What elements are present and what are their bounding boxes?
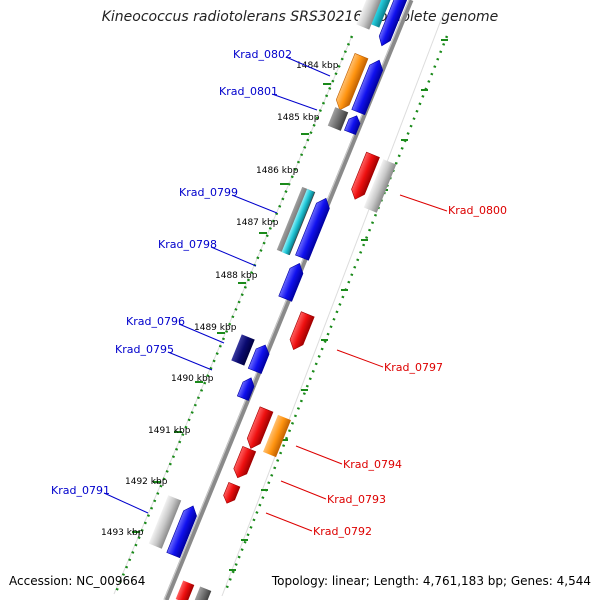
forward-genes [148, 0, 411, 600]
kbp-label: 1490 kbp [171, 374, 214, 384]
right-guide-line [221, 11, 445, 597]
gene-arrow-krad-0800[interactable] [349, 151, 380, 202]
gene-label-krad-0793[interactable]: Krad_0793 [327, 493, 386, 506]
accession-text: Accession: NC_009664 [9, 574, 146, 588]
leader-line [399, 194, 448, 212]
gene-label-krad-0799[interactable]: Krad_0799 [179, 186, 238, 199]
gene-box[interactable] [356, 0, 383, 30]
leader-line [167, 351, 213, 371]
kbp-label: 1487 kbp [236, 218, 279, 228]
gene-arrow[interactable] [295, 196, 333, 261]
reverse-genes [175, 151, 397, 600]
leader-line [178, 323, 225, 344]
leader-line [285, 56, 331, 77]
gene-label-krad-0794[interactable]: Krad_0794 [343, 458, 402, 471]
gene-box[interactable] [175, 580, 195, 600]
kbp-label: 1492 kbp [125, 477, 168, 487]
gene-arrow[interactable] [166, 503, 200, 559]
right-gene-labels: Krad_0800 Krad_0797 Krad_0794 Krad_0793 … [265, 194, 507, 538]
leader-line [280, 480, 327, 500]
right-dotted-track [224, 35, 449, 591]
gene-box-krad-0791[interactable] [148, 495, 182, 549]
kbp-label: 1491 kbp [148, 426, 191, 436]
kbp-label: 1493 kbp [101, 528, 144, 538]
gene-label-krad-0800[interactable]: Krad_0800 [448, 204, 507, 217]
gene-arrow-krad-0798[interactable] [278, 261, 306, 302]
kbp-labels: 1484 kbp 1485 kbp 1486 kbp 1487 kbp 1488… [101, 61, 339, 538]
gene-label-krad-0797[interactable]: Krad_0797 [384, 361, 443, 374]
gene-label-krad-0798[interactable]: Krad_0798 [158, 238, 217, 251]
gene-box-krad-0794[interactable] [263, 414, 291, 458]
kbp-label: 1485 kbp [277, 113, 320, 123]
gene-arrow[interactable] [244, 406, 274, 451]
gene-arrow-krad-0802[interactable] [333, 53, 369, 112]
gene-arrow[interactable] [351, 58, 386, 116]
gene-arrow[interactable] [247, 342, 271, 374]
gene-box-krad-0796[interactable] [231, 334, 255, 366]
gene-box[interactable] [192, 586, 212, 600]
gene-box-krad-0801[interactable] [327, 107, 349, 131]
gene-label-krad-0792[interactable]: Krad_0792 [313, 525, 372, 538]
kbp-label: 1486 kbp [256, 166, 299, 176]
leader-line [210, 246, 257, 267]
gene-label-krad-0802[interactable]: Krad_0802 [233, 48, 292, 61]
left-gene-labels: Krad_0802 Krad_0801 Krad_0799 Krad_0798 … [51, 48, 331, 514]
gene-arrow-krad-0797[interactable] [287, 311, 315, 352]
leader-line [336, 349, 384, 368]
gene-arrow-krad-0795[interactable] [236, 376, 256, 401]
leader-line [265, 512, 313, 532]
gene-arrow-krad-0792[interactable] [221, 482, 241, 505]
kbp-label: 1484 kbp [296, 61, 339, 71]
gene-label-krad-0791[interactable]: Krad_0791 [51, 484, 110, 497]
kbp-label: 1489 kbp [194, 323, 237, 333]
gene-arrow[interactable] [344, 113, 362, 136]
gene-label-krad-0795[interactable]: Krad_0795 [115, 343, 174, 356]
gene-box[interactable] [281, 188, 315, 256]
gene-label-krad-0801[interactable]: Krad_0801 [219, 85, 278, 98]
kbp-label: 1488 kbp [215, 271, 258, 281]
leader-line [103, 492, 149, 514]
leader-line [231, 194, 278, 214]
gene-arrow[interactable] [376, 0, 411, 48]
gene-arrow-krad-0793[interactable] [231, 446, 257, 480]
genome-summary-text: Topology: linear; Length: 4,761,183 bp; … [271, 574, 591, 588]
gene-box[interactable] [363, 159, 397, 213]
leader-line [271, 93, 318, 111]
tick-track-left [114, 35, 354, 593]
gene-label-krad-0796[interactable]: Krad_0796 [126, 315, 185, 328]
leader-line [295, 445, 343, 465]
